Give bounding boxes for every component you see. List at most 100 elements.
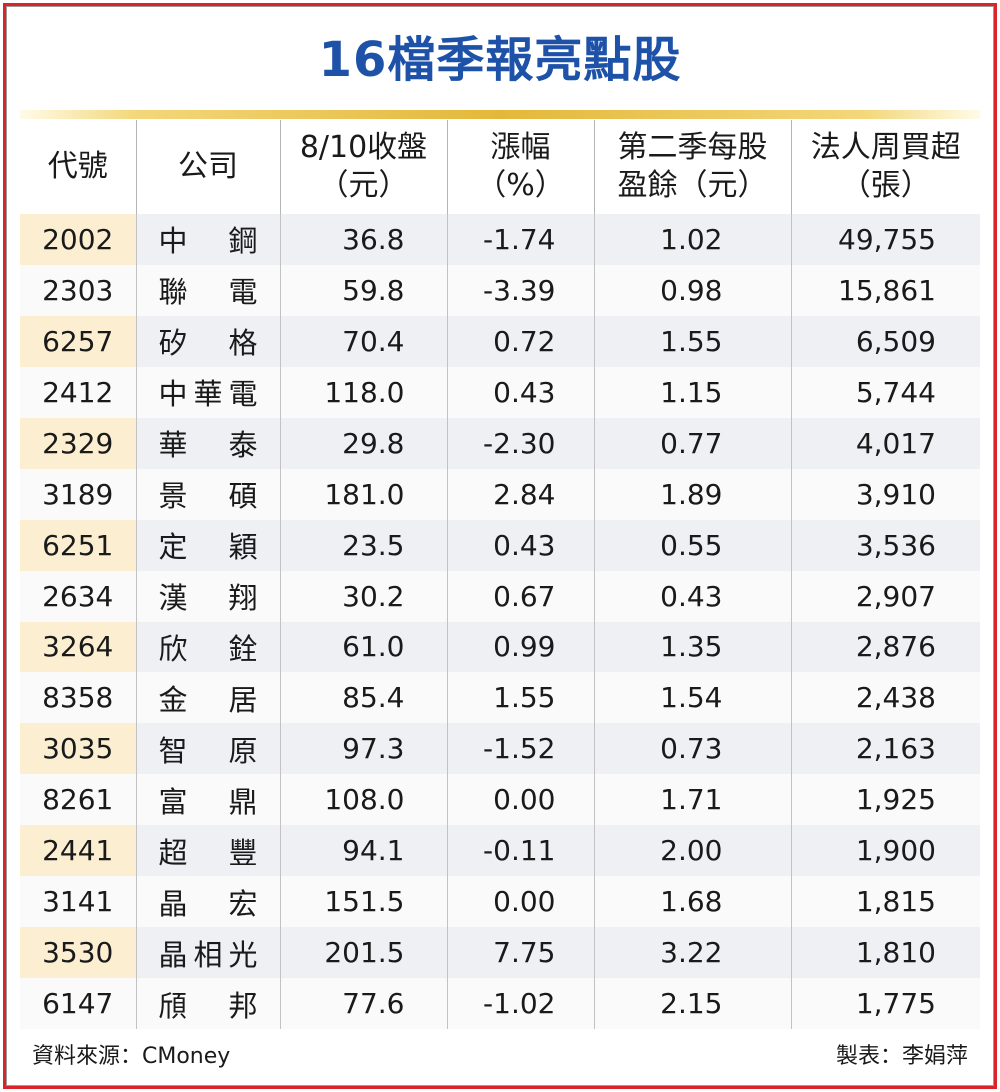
eps-cell: 2.15 bbox=[593, 978, 791, 1029]
eps-cell: 1.55 bbox=[593, 315, 791, 367]
table-row: 8261 富鼎 108.0 0.00 1.71 1,925 bbox=[20, 774, 980, 826]
stock-code-cell: 2002 bbox=[20, 214, 136, 265]
stock-code-cell: 2303 bbox=[20, 264, 136, 316]
col-header-net-buy: 法人周買超 （張） bbox=[790, 120, 980, 214]
net-buy-cell: 2,438 bbox=[790, 672, 980, 724]
net-buy-cell: 3,910 bbox=[790, 468, 980, 520]
change-pct-cell: -0.11 bbox=[446, 825, 594, 877]
close-price-cell: 94.1 bbox=[279, 825, 447, 877]
company-name-cell: 聯電 bbox=[135, 264, 280, 316]
eps-cell: 1.35 bbox=[593, 621, 791, 673]
net-buy-cell: 4,017 bbox=[790, 417, 980, 469]
net-buy-cell: 1,815 bbox=[790, 876, 980, 928]
company-name-cell: 中華電 bbox=[135, 366, 280, 418]
close-price-cell: 201.5 bbox=[279, 927, 447, 979]
page-title: 16檔季報亮點股 bbox=[318, 32, 682, 88]
change-pct-cell: -1.52 bbox=[446, 723, 594, 775]
table-row: 2002 中鋼 36.8 -1.74 1.02 49,755 bbox=[20, 214, 980, 265]
close-price-cell: 30.2 bbox=[279, 570, 447, 622]
stock-code-cell: 6257 bbox=[20, 315, 136, 367]
eps-cell: 0.98 bbox=[593, 264, 791, 316]
stock-code-cell: 3035 bbox=[20, 723, 136, 775]
table-row: 3530 晶相光 201.5 7.75 3.22 1,810 bbox=[20, 927, 980, 979]
change-pct-cell: 2.84 bbox=[446, 468, 594, 520]
close-price-cell: 29.8 bbox=[279, 417, 447, 469]
company-name-cell: 欣銓 bbox=[135, 621, 280, 673]
net-buy-cell: 2,876 bbox=[790, 621, 980, 673]
close-price-cell: 181.0 bbox=[279, 468, 447, 520]
eps-cell: 1.68 bbox=[593, 876, 791, 928]
table-row: 3141 晶宏 151.5 0.00 1.68 1,815 bbox=[20, 876, 980, 928]
company-name-cell: 華泰 bbox=[135, 417, 280, 469]
col-header-eps: 第二季每股 盈餘（元） bbox=[593, 120, 791, 214]
table-row: 2412 中華電 118.0 0.43 1.15 5,744 bbox=[20, 366, 980, 418]
net-buy-cell: 1,900 bbox=[790, 825, 980, 877]
table-row: 2634 漢翔 30.2 0.67 0.43 2,907 bbox=[20, 570, 980, 622]
stock-table: 代號 公司 8/10收盤 （元） 漲幅 （%） 第二季每股 盈餘（元） 法人周買超 （張… bbox=[20, 120, 980, 1029]
change-pct-cell: 0.72 bbox=[446, 315, 594, 367]
source-note: 資料來源：CMoney bbox=[32, 1044, 231, 1069]
change-pct-cell: 7.75 bbox=[446, 927, 594, 979]
close-price-cell: 151.5 bbox=[279, 876, 447, 928]
stock-code-cell: 8358 bbox=[20, 672, 136, 724]
table-row: 3189 景碩 181.0 2.84 1.89 3,910 bbox=[20, 468, 980, 520]
company-name-cell: 晶相光 bbox=[135, 927, 280, 979]
close-price-cell: 23.5 bbox=[279, 519, 447, 571]
table-row: 2441 超豐 94.1 -0.11 2.00 1,900 bbox=[20, 825, 980, 877]
close-price-cell: 61.0 bbox=[279, 621, 447, 673]
close-price-cell: 59.8 bbox=[279, 264, 447, 316]
table-row: 8358 金居 85.4 1.55 1.54 2,438 bbox=[20, 672, 980, 724]
stock-code-cell: 3189 bbox=[20, 468, 136, 520]
col-header-company: 公司 bbox=[135, 120, 280, 214]
stock-code-cell: 2634 bbox=[20, 570, 136, 622]
eps-cell: 2.00 bbox=[593, 825, 791, 877]
table-header-row: 代號 公司 8/10收盤 （元） 漲幅 （%） 第二季每股 盈餘（元） 法人周買超 （張… bbox=[20, 120, 980, 214]
outer-red-border bbox=[3, 3, 997, 1089]
change-pct-cell: 0.67 bbox=[446, 570, 594, 622]
stock-code-cell: 6147 bbox=[20, 978, 136, 1029]
change-pct-cell: -2.30 bbox=[446, 417, 594, 469]
close-price-cell: 118.0 bbox=[279, 366, 447, 418]
company-name-cell: 定穎 bbox=[135, 519, 280, 571]
close-price-cell: 36.8 bbox=[279, 214, 447, 265]
stock-code-cell: 3530 bbox=[20, 927, 136, 979]
table-row: 6257 矽格 70.4 0.72 1.55 6,509 bbox=[20, 315, 980, 367]
company-name-cell: 頎邦 bbox=[135, 978, 280, 1029]
table-body: 2002 中鋼 36.8 -1.74 1.02 49,755 2303 聯電 59.8 -3.39… bbox=[20, 214, 980, 1029]
eps-cell: 1.15 bbox=[593, 366, 791, 418]
inner-gray-border bbox=[6, 6, 994, 1086]
company-name-cell: 超豐 bbox=[135, 825, 280, 877]
change-pct-cell: 1.55 bbox=[446, 672, 594, 724]
eps-cell: 0.55 bbox=[593, 519, 791, 571]
net-buy-cell: 5,744 bbox=[790, 366, 980, 418]
stock-code-cell: 2329 bbox=[20, 417, 136, 469]
change-pct-cell: 0.00 bbox=[446, 876, 594, 928]
change-pct-cell: -1.74 bbox=[446, 214, 594, 265]
table-row: 6251 定穎 23.5 0.43 0.55 3,536 bbox=[20, 519, 980, 571]
company-name-cell: 智原 bbox=[135, 723, 280, 775]
close-price-cell: 70.4 bbox=[279, 315, 447, 367]
net-buy-cell: 1,810 bbox=[790, 927, 980, 979]
net-buy-cell: 6,509 bbox=[790, 315, 980, 367]
close-price-cell: 77.6 bbox=[279, 978, 447, 1029]
net-buy-cell: 49,755 bbox=[790, 214, 980, 265]
net-buy-cell: 3,536 bbox=[790, 519, 980, 571]
stock-code-cell: 3141 bbox=[20, 876, 136, 928]
company-name-cell: 矽格 bbox=[135, 315, 280, 367]
eps-cell: 1.02 bbox=[593, 214, 791, 265]
eps-cell: 0.77 bbox=[593, 417, 791, 469]
company-name-cell: 金居 bbox=[135, 672, 280, 724]
company-name-cell: 漢翔 bbox=[135, 570, 280, 622]
net-buy-cell: 15,861 bbox=[790, 264, 980, 316]
change-pct-cell: -1.02 bbox=[446, 978, 594, 1029]
gold-rule-divider bbox=[20, 110, 980, 119]
net-buy-cell: 2,163 bbox=[790, 723, 980, 775]
stock-code-cell: 6251 bbox=[20, 519, 136, 571]
company-name-cell: 景碩 bbox=[135, 468, 280, 520]
col-header-code: 代號 bbox=[47, 149, 108, 184]
close-price-cell: 108.0 bbox=[279, 774, 447, 826]
eps-cell: 0.43 bbox=[593, 570, 791, 622]
col-header-change: 漲幅 （%） bbox=[446, 120, 594, 214]
credit-note: 製表：李娟萍 bbox=[835, 1044, 968, 1069]
stock-code-cell: 8261 bbox=[20, 774, 136, 826]
